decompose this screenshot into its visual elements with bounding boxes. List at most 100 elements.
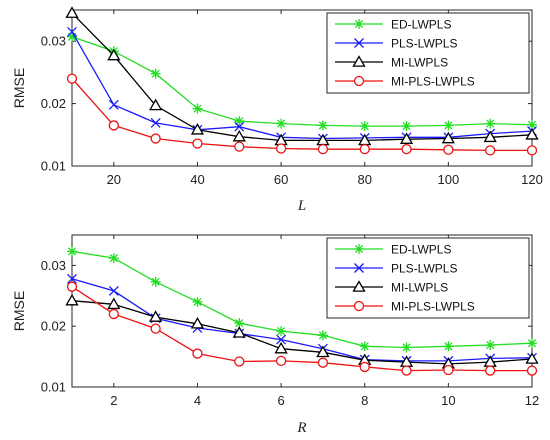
legend: ED-LWPLS PLS-LWPLS MI-LWPLS MI-PLS-LWPLS xyxy=(326,12,530,94)
data-point xyxy=(150,68,161,79)
data-point xyxy=(108,120,119,131)
series-line xyxy=(71,250,533,349)
series-line xyxy=(71,36,533,127)
data-point xyxy=(66,281,78,292)
data-point xyxy=(232,129,246,142)
x-tick-label: 2 xyxy=(110,393,117,408)
data-point xyxy=(317,120,328,131)
series-mi-pls-lwpls xyxy=(66,281,538,376)
series-line xyxy=(71,31,533,140)
data-point xyxy=(485,145,496,156)
data-point xyxy=(66,73,78,84)
data-point xyxy=(401,121,412,132)
data-point xyxy=(443,364,454,376)
data-point xyxy=(276,334,287,345)
x-tick-label: 8 xyxy=(361,393,368,408)
data-point xyxy=(67,26,77,37)
data-point xyxy=(107,297,121,310)
data-point xyxy=(316,345,330,358)
legend-label: MI-PLS-LWPLS xyxy=(391,75,475,89)
series-line xyxy=(71,300,533,365)
x-tick-label: 4 xyxy=(194,393,201,408)
legend-marker xyxy=(353,75,365,87)
x-tick-label: 12 xyxy=(525,393,539,408)
legend-label: MI-LWPLS xyxy=(391,281,448,295)
y-tick-label: 0.02 xyxy=(41,96,66,111)
x-tick-label: 10 xyxy=(441,393,455,408)
legend-label: MI-LWPLS xyxy=(391,56,448,70)
data-point xyxy=(108,308,119,320)
legend-marker xyxy=(354,244,364,254)
data-point xyxy=(316,133,330,146)
data-point xyxy=(274,341,288,354)
legend-label: PLS-LWPLS xyxy=(391,262,457,276)
x-axis-label: R xyxy=(296,420,306,436)
data-point xyxy=(192,103,203,114)
series-mi-lwpls xyxy=(65,6,539,146)
data-point xyxy=(150,117,161,128)
chart-panel-2: 2 4 6 8 10 12 0.01 0.02 0.03 R RMSE ED-LWPLS PLS-LWP… xyxy=(11,234,539,436)
data-point xyxy=(232,326,246,338)
data-point xyxy=(401,144,412,155)
legend-label: ED-LWPLS xyxy=(391,18,451,32)
series-ed-lwpls xyxy=(67,246,537,353)
legend-marker xyxy=(354,263,364,273)
series-line xyxy=(71,78,532,152)
series-line xyxy=(71,278,533,362)
data-point xyxy=(359,341,370,352)
data-point xyxy=(485,118,496,129)
data-point xyxy=(234,356,245,367)
data-point xyxy=(150,276,161,287)
x-tick-label: 60 xyxy=(274,172,288,187)
data-point xyxy=(190,122,205,135)
data-point xyxy=(359,121,370,132)
data-point xyxy=(359,144,370,155)
data-point xyxy=(67,246,77,257)
x-tick-label: 40 xyxy=(190,172,204,187)
legend-label: MI-PLS-LWPLS xyxy=(391,300,475,314)
plot-area-frame xyxy=(71,9,533,167)
data-point xyxy=(192,138,203,149)
data-point xyxy=(107,48,121,61)
legend-label: PLS-LWPLS xyxy=(391,37,457,51)
legend-entry: PLS-LWPLS xyxy=(335,262,457,276)
data-point xyxy=(485,365,496,376)
data-point xyxy=(441,131,455,144)
plot-area-frame xyxy=(71,234,533,388)
data-point xyxy=(108,99,119,110)
data-point xyxy=(443,120,454,131)
x-tick-label: 80 xyxy=(357,172,371,187)
data-point xyxy=(65,6,79,18)
legend-marker xyxy=(353,300,365,312)
data-point xyxy=(234,121,245,132)
data-point xyxy=(234,116,245,127)
data-point xyxy=(276,118,287,129)
y-tick-label: 0.03 xyxy=(41,34,66,49)
y-axis-label: RMSE xyxy=(11,68,27,108)
data-point xyxy=(234,141,245,152)
chart-panel-1: 20 40 60 80 100 120 0.01 0.02 0.03 L RMSE ED-LWPLS P… xyxy=(11,6,543,214)
x-tick-label: 120 xyxy=(521,172,543,187)
data-point xyxy=(67,31,77,42)
legend-entry: ED-LWPLS xyxy=(335,18,451,32)
x-tick-label: 20 xyxy=(107,172,121,187)
series-mi-pls-lwpls xyxy=(66,73,538,156)
data-point xyxy=(525,352,539,364)
data-point xyxy=(190,316,205,329)
data-point xyxy=(359,361,370,373)
x-tick-label: 100 xyxy=(438,172,460,187)
data-point xyxy=(275,355,287,367)
x-axis-label: L xyxy=(297,198,306,214)
data-point xyxy=(317,357,329,368)
data-point xyxy=(526,365,538,376)
data-point xyxy=(150,323,161,334)
data-point xyxy=(483,130,497,143)
y-tick-label: 0.01 xyxy=(41,380,66,395)
y-tick-label: 0.02 xyxy=(41,319,66,334)
data-point xyxy=(149,98,163,111)
data-point xyxy=(401,342,412,353)
data-point xyxy=(317,330,328,341)
legend-entry: MI-PLS-LWPLS xyxy=(335,300,475,314)
legend: ED-LWPLS PLS-LWPLS MI-LWPLS MI-PLS-LWPLS xyxy=(326,237,530,319)
